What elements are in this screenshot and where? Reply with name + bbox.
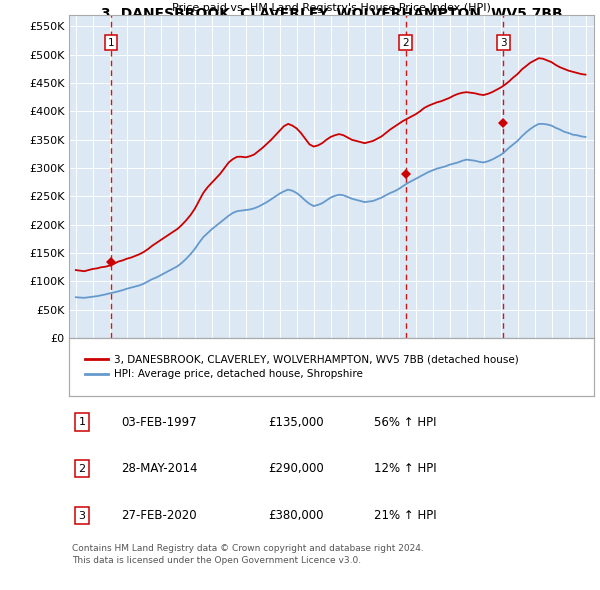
Text: 28-MAY-2014: 28-MAY-2014 <box>121 463 198 476</box>
Text: 21% ↑ HPI: 21% ↑ HPI <box>373 509 436 522</box>
Text: 3: 3 <box>79 510 86 520</box>
Text: 3: 3 <box>500 38 506 48</box>
Text: 27-FEB-2020: 27-FEB-2020 <box>121 509 197 522</box>
Text: Contains HM Land Registry data © Crown copyright and database right 2024.
This d: Contains HM Land Registry data © Crown c… <box>71 544 424 565</box>
Text: £135,000: £135,000 <box>269 415 324 428</box>
Text: 3, DANESBROOK, CLAVERLEY, WOLVERHAMPTON, WV5 7BB: 3, DANESBROOK, CLAVERLEY, WOLVERHAMPTON,… <box>101 7 562 21</box>
Text: 1: 1 <box>108 38 115 48</box>
Text: 2: 2 <box>79 464 86 474</box>
Text: 1: 1 <box>79 417 86 427</box>
Text: 12% ↑ HPI: 12% ↑ HPI <box>373 463 436 476</box>
Text: 03-FEB-1997: 03-FEB-1997 <box>121 415 197 428</box>
Text: 2: 2 <box>402 38 409 48</box>
Text: £290,000: £290,000 <box>269 463 324 476</box>
Legend: 3, DANESBROOK, CLAVERLEY, WOLVERHAMPTON, WV5 7BB (detached house), HPI: Average : 3, DANESBROOK, CLAVERLEY, WOLVERHAMPTON,… <box>79 349 524 385</box>
Text: £380,000: £380,000 <box>269 509 324 522</box>
Text: 56% ↑ HPI: 56% ↑ HPI <box>373 415 436 428</box>
Text: Price paid vs. HM Land Registry's House Price Index (HPI): Price paid vs. HM Land Registry's House … <box>172 4 491 14</box>
